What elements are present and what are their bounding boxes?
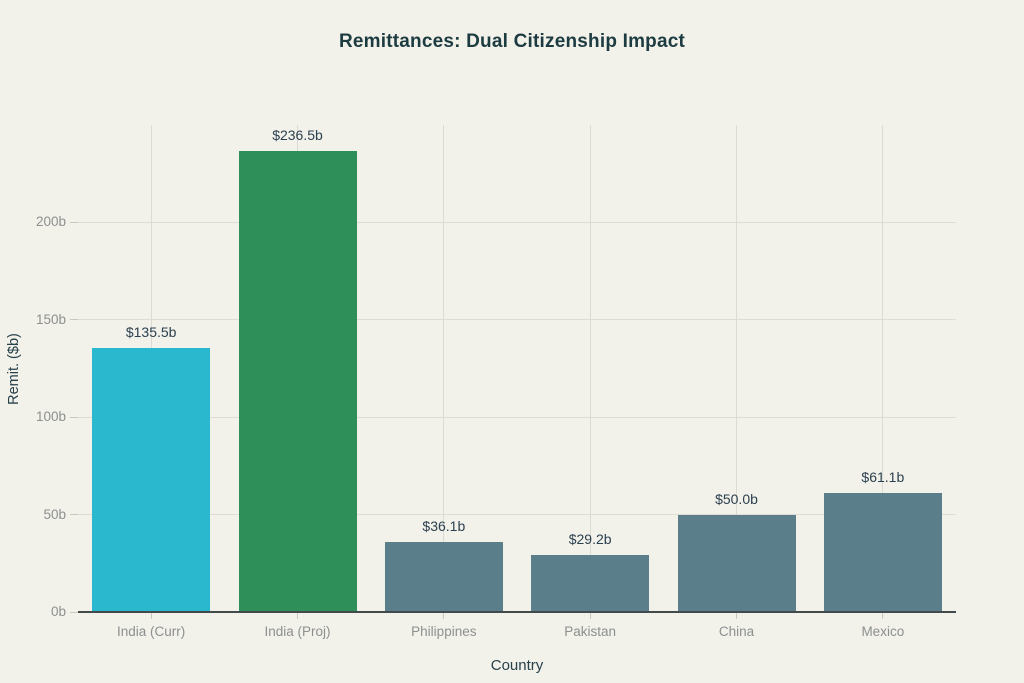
bar-value-label: $36.1b <box>422 517 466 534</box>
x-category-label: India (Proj) <box>264 624 331 639</box>
y-gridline <box>78 416 956 418</box>
y-tick-label: 200b <box>35 214 66 230</box>
x-gridline <box>443 125 445 612</box>
x-axis-line <box>78 611 956 613</box>
y-gridline <box>78 319 956 321</box>
y-tick-label: 0b <box>50 604 66 619</box>
x-tick-mark <box>589 613 591 619</box>
bar-value-label: $61.1b <box>861 468 905 485</box>
bar-mexico <box>823 492 942 612</box>
bar-india-curr <box>92 348 211 612</box>
y-tick-label: 100b <box>35 409 66 425</box>
x-category-label: Mexico <box>861 624 905 639</box>
chart-title: Remittances: Dual Citizenship Impact <box>338 31 686 52</box>
x-category-label: China <box>718 624 755 639</box>
y-tick-mark <box>70 611 78 613</box>
bar-value-label: $50.0b <box>715 490 758 507</box>
x-axis-title: Country <box>490 657 544 674</box>
x-category-label: Pakistan <box>564 624 617 639</box>
y-tick-label: 150b <box>35 311 66 327</box>
y-tick-mark <box>70 319 78 321</box>
y-tick-mark <box>70 514 78 516</box>
bar-philippines <box>384 541 503 612</box>
plot-area <box>78 125 956 613</box>
x-gridline <box>736 125 737 612</box>
bar-value-label: $135.5b <box>125 324 177 341</box>
x-tick-mark <box>443 613 445 619</box>
y-axis-title: Remit. ($b) <box>6 333 22 405</box>
bar-china <box>677 514 796 612</box>
y-tick-label: 50b <box>43 506 66 522</box>
x-gridline <box>589 125 591 612</box>
x-category-label: India (Curr) <box>117 624 186 639</box>
y-tick-mark <box>70 221 78 223</box>
bar-value-label: $29.2b <box>568 531 612 548</box>
y-gridline <box>78 514 956 516</box>
bar-pakistan <box>531 555 650 612</box>
x-category-label: Philippines <box>411 624 477 639</box>
x-tick-mark <box>736 613 737 619</box>
bar-value-label: $236.5b <box>272 127 323 144</box>
x-tick-mark <box>297 613 298 619</box>
x-tick-mark <box>882 613 884 619</box>
y-tick-mark <box>70 416 78 418</box>
x-tick-mark <box>150 613 152 619</box>
bar-india-proj <box>238 151 357 612</box>
y-gridline <box>78 221 956 223</box>
x-gridline <box>882 125 884 612</box>
